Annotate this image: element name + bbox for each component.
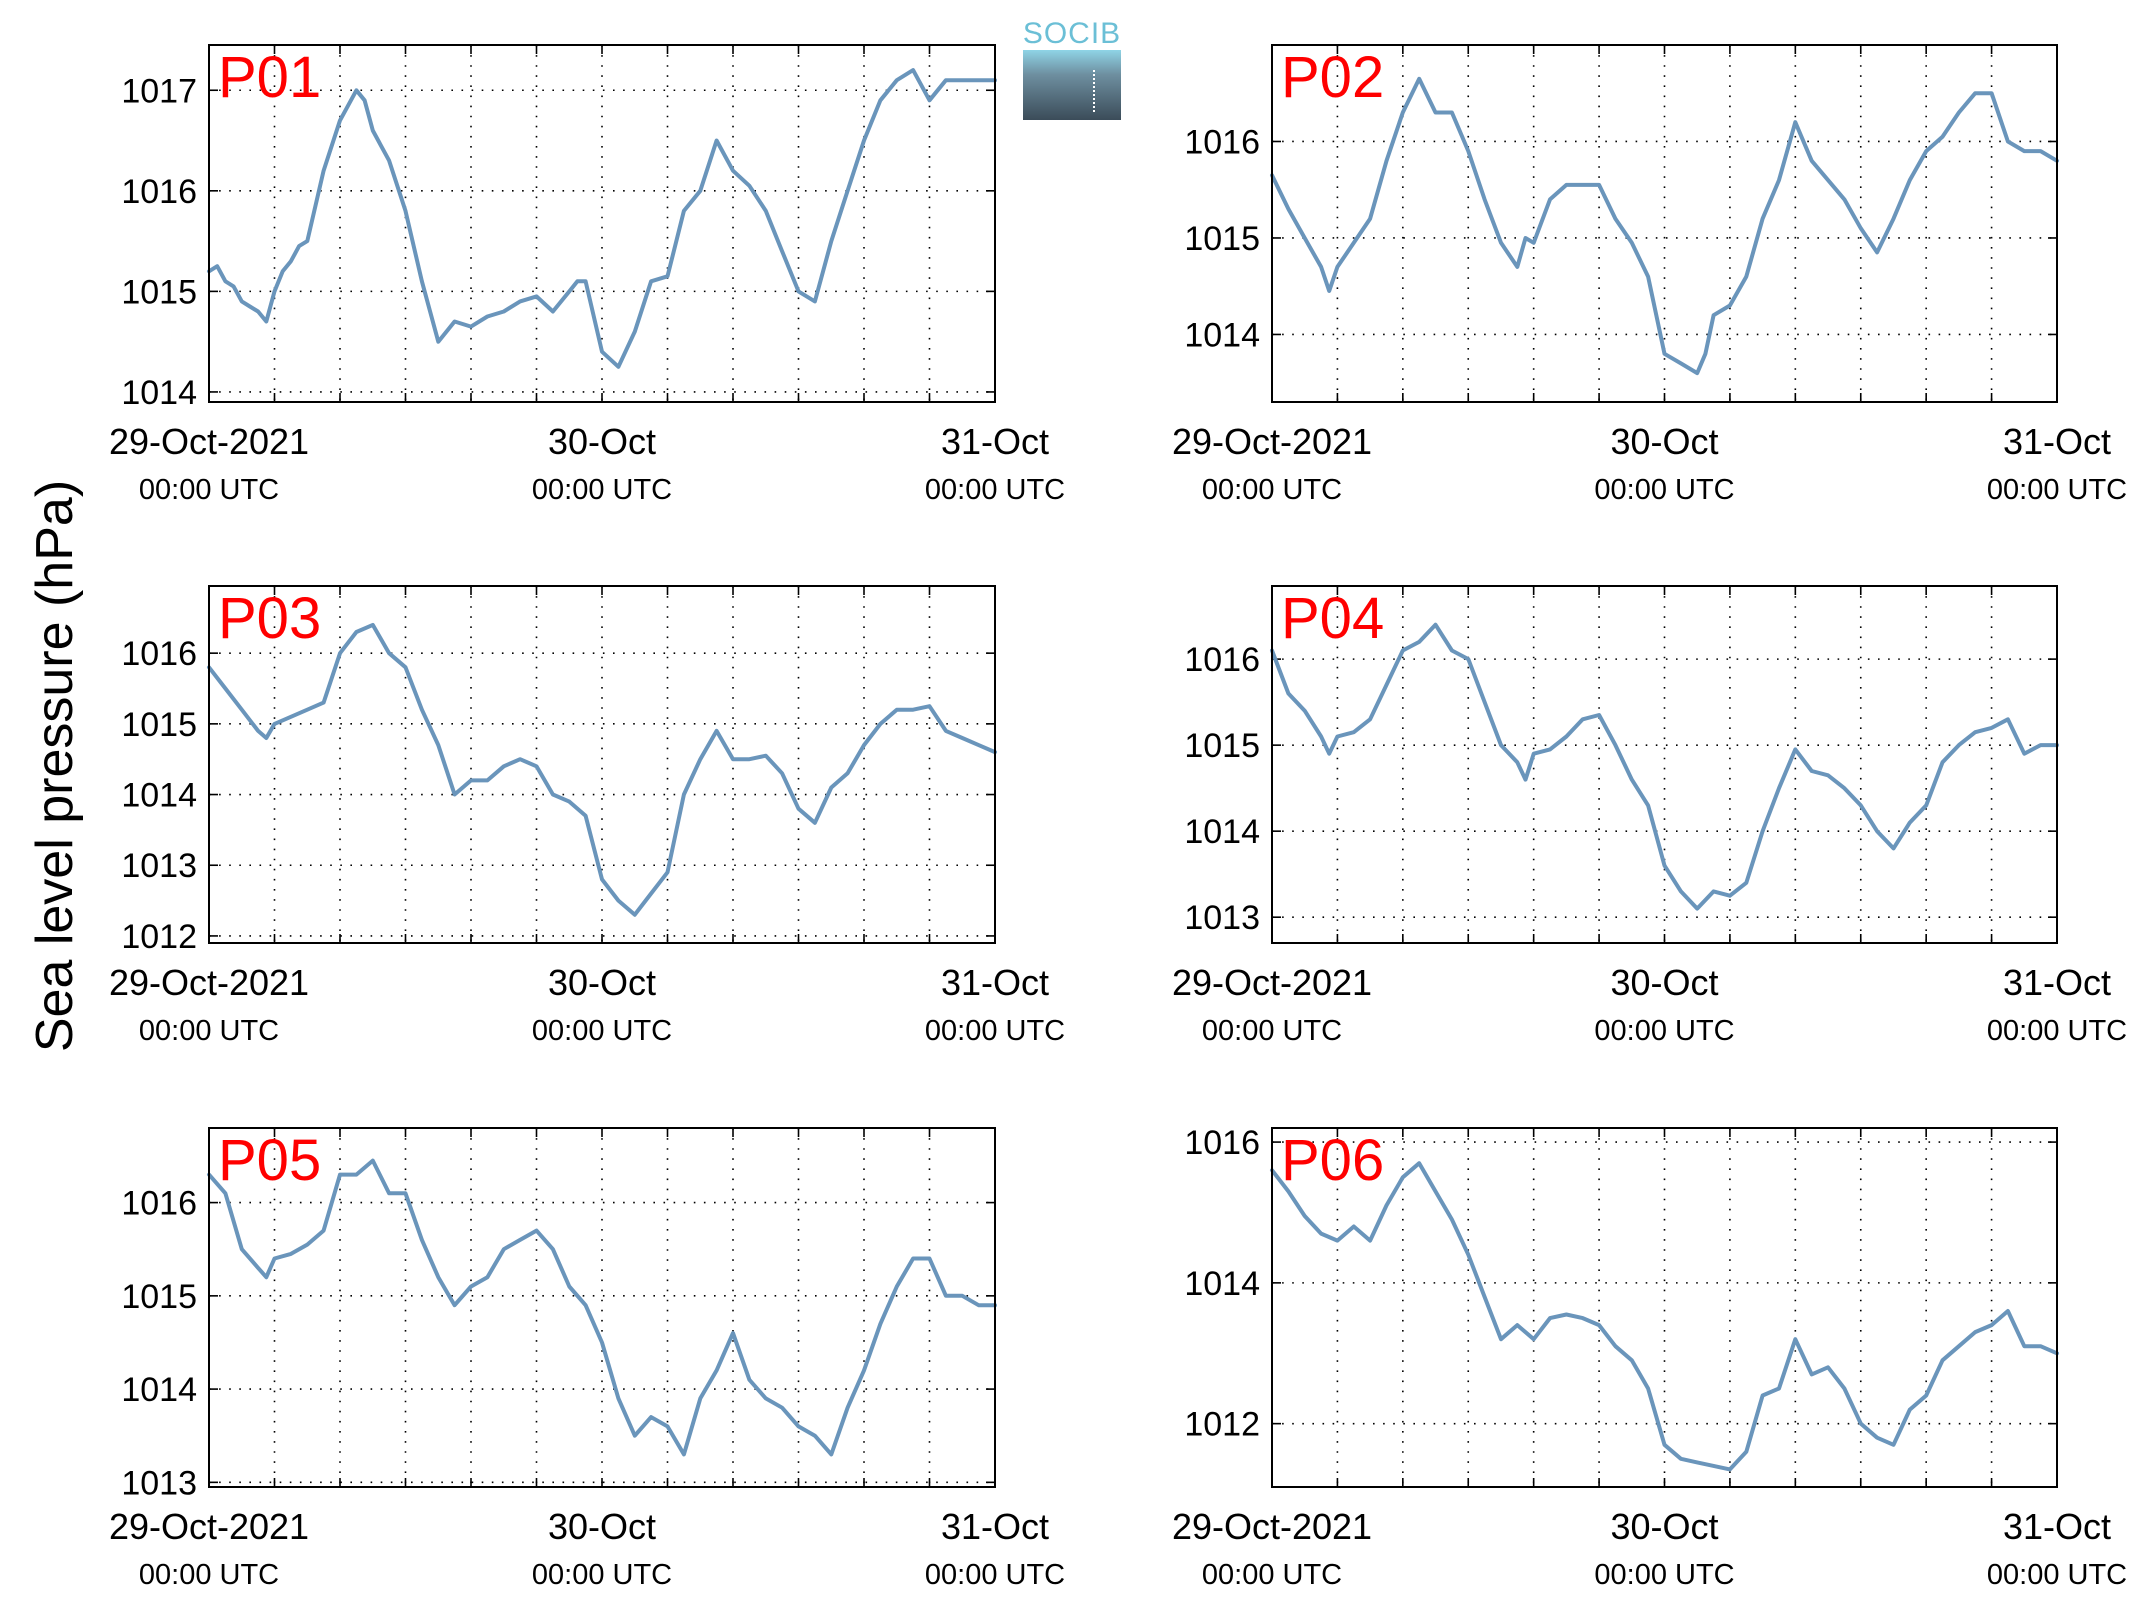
y-tick-label: 1014 bbox=[121, 1371, 197, 1409]
y-tick-label: 1015 bbox=[1184, 727, 1260, 765]
panel-p04: 1013 1014 1015 1016 P04 29-Oct-2021 00:00 UTC 3… bbox=[1172, 585, 2127, 1047]
y-tick-label: 1016 bbox=[121, 173, 197, 211]
x-tick-label-date: 31-Oct bbox=[2003, 1506, 2111, 1547]
x-tick-label-date: 31-Oct bbox=[2003, 421, 2111, 462]
y-tick-label: 1014 bbox=[1184, 1265, 1260, 1303]
x-tick-label-date: 31-Oct bbox=[2003, 962, 2111, 1003]
panel-label: P05 bbox=[218, 1128, 321, 1193]
x-tick-label-time: 00:00 UTC bbox=[1594, 474, 1734, 506]
plot-frame bbox=[1271, 585, 2058, 944]
x-tick-label-date: 29-Oct-2021 bbox=[1172, 421, 1372, 462]
x-tick-label-time: 00:00 UTC bbox=[1987, 474, 2127, 506]
x-tick-label-date: 30-Oct bbox=[548, 1506, 656, 1547]
y-tick-label: 1016 bbox=[121, 635, 197, 673]
panel-label: P02 bbox=[1281, 45, 1384, 110]
series-line bbox=[1270, 622, 2059, 911]
x-tick-label-date: 30-Oct bbox=[1610, 1506, 1718, 1547]
logo-dotted-line bbox=[1093, 70, 1095, 112]
x-tick-label-time: 00:00 UTC bbox=[1987, 1015, 2127, 1047]
logo-graphic bbox=[1023, 50, 1121, 120]
x-tick-label-date: 31-Oct bbox=[941, 421, 1049, 462]
x-tick-label-time: 00:00 UTC bbox=[925, 1015, 1065, 1047]
x-tick-label-date: 30-Oct bbox=[548, 421, 656, 462]
panel-p01: 1014 1015 1016 1017 P01 29-Oct-2021 00:00 UTC 3… bbox=[109, 44, 1065, 506]
y-tick-label: 1013 bbox=[121, 1464, 197, 1502]
y-tick-label: 1013 bbox=[121, 847, 197, 885]
panel-p05: 1013 1014 1015 1016 P05 29-Oct-2021 00:00 UTC 3… bbox=[109, 1127, 1065, 1591]
x-tick-label-date: 30-Oct bbox=[1610, 962, 1718, 1003]
x-tick-label-time: 00:00 UTC bbox=[139, 1015, 279, 1047]
panel-p03: 1012 1013 1014 1015 1016 P03 29-Oct-2021 00:00 … bbox=[109, 585, 1065, 1047]
x-tick-label-time: 00:00 UTC bbox=[1987, 1559, 2127, 1591]
y-tick-label: 1017 bbox=[121, 72, 197, 110]
series-line bbox=[207, 68, 997, 369]
x-tick-label-time: 00:00 UTC bbox=[1202, 474, 1342, 506]
x-tick-label-time: 00:00 UTC bbox=[925, 1559, 1065, 1591]
y-tick-label: 1012 bbox=[1184, 1406, 1260, 1444]
x-tick-label-date: 30-Oct bbox=[1610, 421, 1718, 462]
y-axis-label: Sea level pressure (hPa) bbox=[26, 479, 84, 1053]
panel-p02: 1014 1015 1016 P02 29-Oct-2021 00:00 UTC 30-Oc… bbox=[1172, 44, 2127, 506]
x-tick-label-time: 00:00 UTC bbox=[139, 474, 279, 506]
y-tick-label: 1013 bbox=[1184, 899, 1260, 937]
socib-logo: SOCIB bbox=[1021, 18, 1123, 121]
y-tick-label: 1016 bbox=[1184, 1124, 1260, 1162]
plot-frame bbox=[208, 1127, 996, 1488]
y-tick-label: 1014 bbox=[1184, 316, 1260, 354]
x-tick-label-date: 29-Oct-2021 bbox=[1172, 962, 1372, 1003]
x-tick-label-time: 00:00 UTC bbox=[1594, 1015, 1734, 1047]
y-tick-label: 1015 bbox=[121, 1278, 197, 1316]
x-tick-label-date: 29-Oct-2021 bbox=[109, 1506, 309, 1547]
x-tick-label-time: 00:00 UTC bbox=[139, 1559, 279, 1591]
x-tick-label-time: 00:00 UTC bbox=[532, 1559, 672, 1591]
y-tick-label: 1016 bbox=[1184, 641, 1260, 679]
panel-label: P01 bbox=[218, 45, 321, 110]
x-tick-label-date: 29-Oct-2021 bbox=[109, 421, 309, 462]
plot-frame bbox=[208, 585, 996, 944]
y-tick-label: 1014 bbox=[1184, 813, 1260, 851]
panel-label: P04 bbox=[1281, 586, 1384, 651]
y-tick-label: 1014 bbox=[121, 777, 197, 815]
x-tick-label-date: 29-Oct-2021 bbox=[1172, 1506, 1372, 1547]
series-line bbox=[207, 622, 997, 917]
x-tick-label-time: 00:00 UTC bbox=[1202, 1559, 1342, 1591]
series-line bbox=[207, 1158, 997, 1457]
x-tick-label-date: 31-Oct bbox=[941, 962, 1049, 1003]
y-tick-label: 1016 bbox=[1184, 123, 1260, 161]
y-tick-label: 1015 bbox=[121, 273, 197, 311]
y-tick-label: 1014 bbox=[121, 374, 197, 412]
x-tick-label-time: 00:00 UTC bbox=[532, 474, 672, 506]
panel-label: P06 bbox=[1281, 1128, 1384, 1193]
x-tick-label-date: 31-Oct bbox=[941, 1506, 1049, 1547]
y-tick-label: 1015 bbox=[121, 706, 197, 744]
plot-frame bbox=[1271, 44, 2058, 403]
plot-frame bbox=[208, 44, 996, 403]
x-tick-label-date: 30-Oct bbox=[548, 962, 656, 1003]
x-tick-label-date: 29-Oct-2021 bbox=[109, 962, 309, 1003]
x-tick-label-time: 00:00 UTC bbox=[532, 1015, 672, 1047]
plot-frame bbox=[1271, 1127, 2058, 1488]
x-tick-label-time: 00:00 UTC bbox=[1202, 1015, 1342, 1047]
panel-label: P03 bbox=[218, 586, 321, 651]
series-line bbox=[1270, 76, 2059, 376]
x-tick-label-time: 00:00 UTC bbox=[1594, 1559, 1734, 1591]
logo-text: SOCIB bbox=[1022, 17, 1122, 50]
y-tick-label: 1016 bbox=[121, 1185, 197, 1223]
y-tick-label: 1012 bbox=[121, 918, 197, 956]
y-tick-label: 1015 bbox=[1184, 220, 1260, 258]
series-line bbox=[1270, 1161, 2059, 1472]
panel-p06: 1012 1014 1016 P06 29-Oct-2021 00:00 UTC 30-Oc… bbox=[1172, 1124, 2127, 1591]
x-tick-label-time: 00:00 UTC bbox=[925, 474, 1065, 506]
